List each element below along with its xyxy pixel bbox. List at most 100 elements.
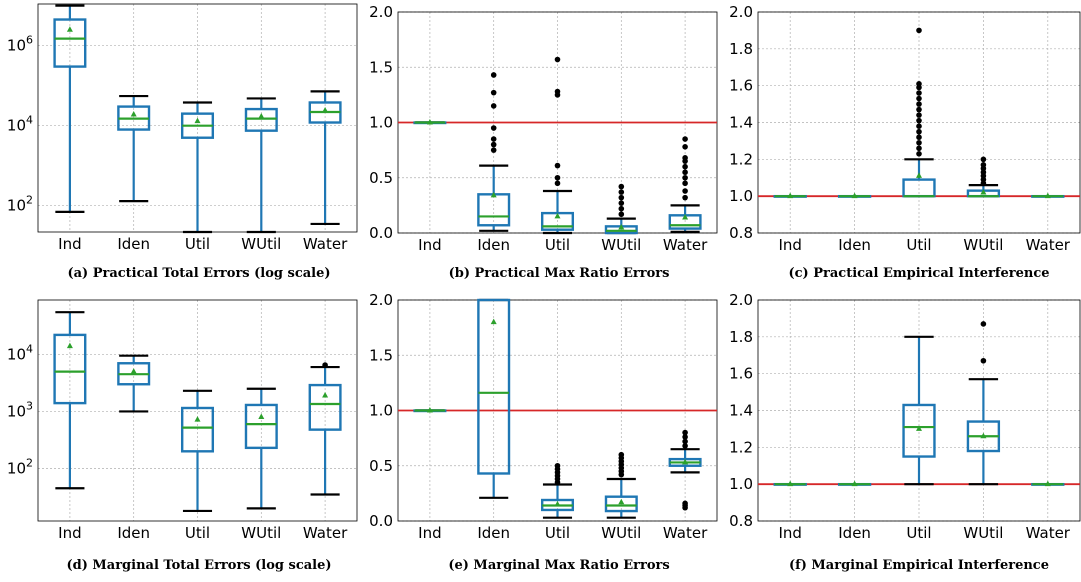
- mean-marker: [980, 188, 987, 195]
- outlier-point: [980, 156, 987, 163]
- outlier-point: [916, 134, 922, 141]
- outlier-point: [554, 462, 561, 469]
- y-tick-label: 103: [7, 399, 33, 420]
- outlier-point: [618, 200, 625, 206]
- x-category-label: Util: [906, 236, 931, 254]
- box-iqr: [180, 406, 215, 453]
- y-tick-label: 0.8: [729, 512, 753, 530]
- outlier-point: [618, 211, 625, 218]
- box-wutil: [604, 451, 638, 519]
- y-tick-label: 2.0: [369, 291, 393, 309]
- x-category-label: Iden: [477, 236, 510, 254]
- box-util: [902, 27, 936, 198]
- outlier-point: [916, 139, 922, 146]
- box-util: [902, 335, 936, 486]
- mean-marker: [787, 480, 794, 487]
- outlier-point: [916, 117, 922, 124]
- box-water: [308, 90, 342, 226]
- outlier-point: [916, 106, 922, 113]
- y-tick-label: 1.0: [729, 187, 753, 205]
- chart-panel-a: 102 104 106 Ind Iden Util WUtil Water (a) Pract…: [0, 0, 360, 290]
- x-category-label: WUtil: [601, 524, 641, 542]
- box-wutil: [966, 321, 1001, 486]
- outlier-point: [916, 145, 922, 152]
- outlier-point: [682, 155, 688, 161]
- x-category-label: Util: [545, 524, 570, 542]
- outlier-point: [980, 321, 987, 327]
- box-util: [540, 462, 575, 519]
- mean-marker: [194, 117, 201, 124]
- outlier-point: [618, 183, 625, 190]
- x-category-label: WUtil: [241, 235, 281, 253]
- outlier-point: [554, 180, 561, 187]
- box-water: [668, 429, 702, 511]
- box-iqr: [53, 18, 87, 68]
- plot-frame: [37, 299, 358, 522]
- outlier-point: [490, 89, 497, 96]
- box-ind: [413, 119, 447, 125]
- y-tick-label: 0.5: [369, 169, 393, 187]
- outlier-point: [682, 163, 688, 170]
- x-category-label: Water: [663, 236, 708, 254]
- mean-marker: [787, 192, 794, 199]
- chart-svg-d: 102 103 104 Ind Iden Util WUtil Water: [7, 299, 358, 542]
- box-iqr: [244, 107, 278, 132]
- mean-marker: [130, 111, 137, 117]
- mean-marker: [916, 425, 922, 431]
- outlier-point: [554, 162, 561, 169]
- outlier-point: [490, 147, 497, 153]
- mean-marker: [554, 500, 561, 507]
- y-tick-label: 1.8: [729, 40, 753, 58]
- mean-marker: [851, 480, 858, 487]
- box-wutil: [604, 183, 638, 235]
- y-tick-label: 1.8: [729, 328, 753, 346]
- box-water: [668, 136, 702, 233]
- caption-a: (a) Practical Total Errors (log scale): [67, 266, 331, 281]
- y-tick-label: 104: [7, 342, 33, 363]
- chart-panel-d: 102 103 104 Ind Iden Util WUtil Water (d) Margi…: [0, 290, 360, 582]
- x-category-label: WUtil: [963, 236, 1003, 254]
- y-tick-label: 104: [7, 114, 33, 135]
- outlier-point: [554, 88, 561, 95]
- outlier-point: [916, 128, 922, 135]
- x-category-label: Water: [303, 524, 348, 542]
- mean-marker: [851, 192, 858, 199]
- box-iqr: [540, 498, 575, 512]
- box-water: [308, 362, 342, 496]
- outlier-point: [916, 123, 922, 129]
- x-category-label: Water: [1026, 236, 1071, 254]
- box-iqr: [604, 495, 638, 513]
- outlier-point: [618, 205, 625, 212]
- x-category-label: Water: [303, 235, 348, 253]
- y-tick-label: 102: [7, 456, 33, 477]
- x-category-label: WUtil: [601, 236, 641, 254]
- x-category-label: Ind: [418, 236, 441, 254]
- box-wutil: [244, 97, 278, 234]
- y-tick-label: 0.0: [369, 512, 393, 530]
- box-wutil: [244, 387, 278, 510]
- box-iqr: [902, 403, 936, 458]
- mean-marker: [490, 318, 497, 325]
- y-tick-label: 0.8: [729, 224, 753, 242]
- x-category-label: Ind: [58, 524, 81, 542]
- outlier-point: [490, 125, 497, 131]
- outlier-point: [322, 362, 328, 368]
- outlier-point: [682, 434, 688, 440]
- mean-marker: [916, 172, 922, 178]
- mean-marker: [490, 191, 497, 198]
- mean-marker: [682, 214, 689, 220]
- outlier-point: [682, 144, 688, 150]
- outlier-point: [682, 429, 688, 436]
- mean-marker: [426, 407, 433, 413]
- caption-d: (d) Marginal Total Errors (log scale): [66, 558, 332, 573]
- mean-marker: [682, 458, 689, 465]
- y-tick-label: 2.0: [729, 291, 753, 309]
- caption-b: (b) Practical Max Ratio Errors: [448, 266, 670, 281]
- outlier-point: [682, 180, 688, 187]
- box-iden: [117, 94, 151, 203]
- caption-e: (e) Marginal Max Ratio Errors: [448, 558, 670, 573]
- box-iden: [477, 298, 511, 499]
- x-category-label: WUtil: [241, 524, 281, 542]
- y-tick-label: 1.4: [729, 114, 753, 132]
- outlier-point: [682, 169, 688, 176]
